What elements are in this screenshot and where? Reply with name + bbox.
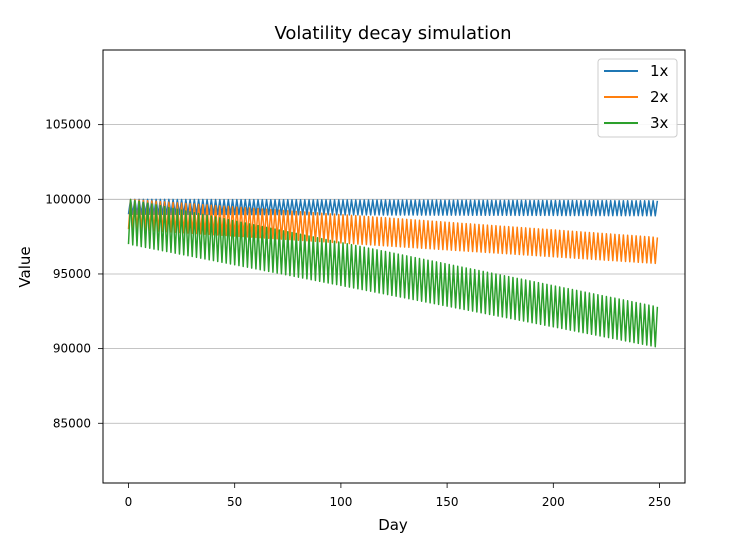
plot-frame <box>102 49 686 484</box>
y-axis-ticks: 85000 90000 95000 100000 105000 <box>45 118 103 430</box>
chart-title: Volatility decay simulation <box>274 23 511 44</box>
legend-label-1x: 1x <box>650 62 669 80</box>
y-tick-label-3: 100000 <box>45 192 91 206</box>
y-tick-label-1: 90000 <box>53 342 91 356</box>
series-line-2x <box>127 198 659 265</box>
series-lines <box>127 198 659 348</box>
legend: 1x 2x 3x <box>597 58 678 138</box>
x-tick-label-4: 200 <box>542 495 565 509</box>
y-tick-label-2: 95000 <box>53 267 91 281</box>
grid-lines <box>103 124 685 424</box>
series-line-3x <box>127 198 659 348</box>
legend-label-2x: 2x <box>650 88 669 106</box>
x-axis-ticks: 0 50 100 150 200 250 <box>125 483 671 509</box>
y-axis-label: Value <box>16 246 34 287</box>
x-tick-label-0: 0 <box>125 495 133 509</box>
y-tick-label-0: 85000 <box>53 416 91 430</box>
x-tick-label-1: 50 <box>227 495 242 509</box>
series-line-1x <box>127 198 659 217</box>
x-tick-label-5: 250 <box>648 495 671 509</box>
y-tick-label-4: 105000 <box>45 118 91 132</box>
x-tick-label-2: 100 <box>329 495 352 509</box>
legend-label-3x: 3x <box>650 114 669 132</box>
x-axis-label: Day <box>378 516 408 534</box>
x-tick-label-3: 150 <box>436 495 459 509</box>
